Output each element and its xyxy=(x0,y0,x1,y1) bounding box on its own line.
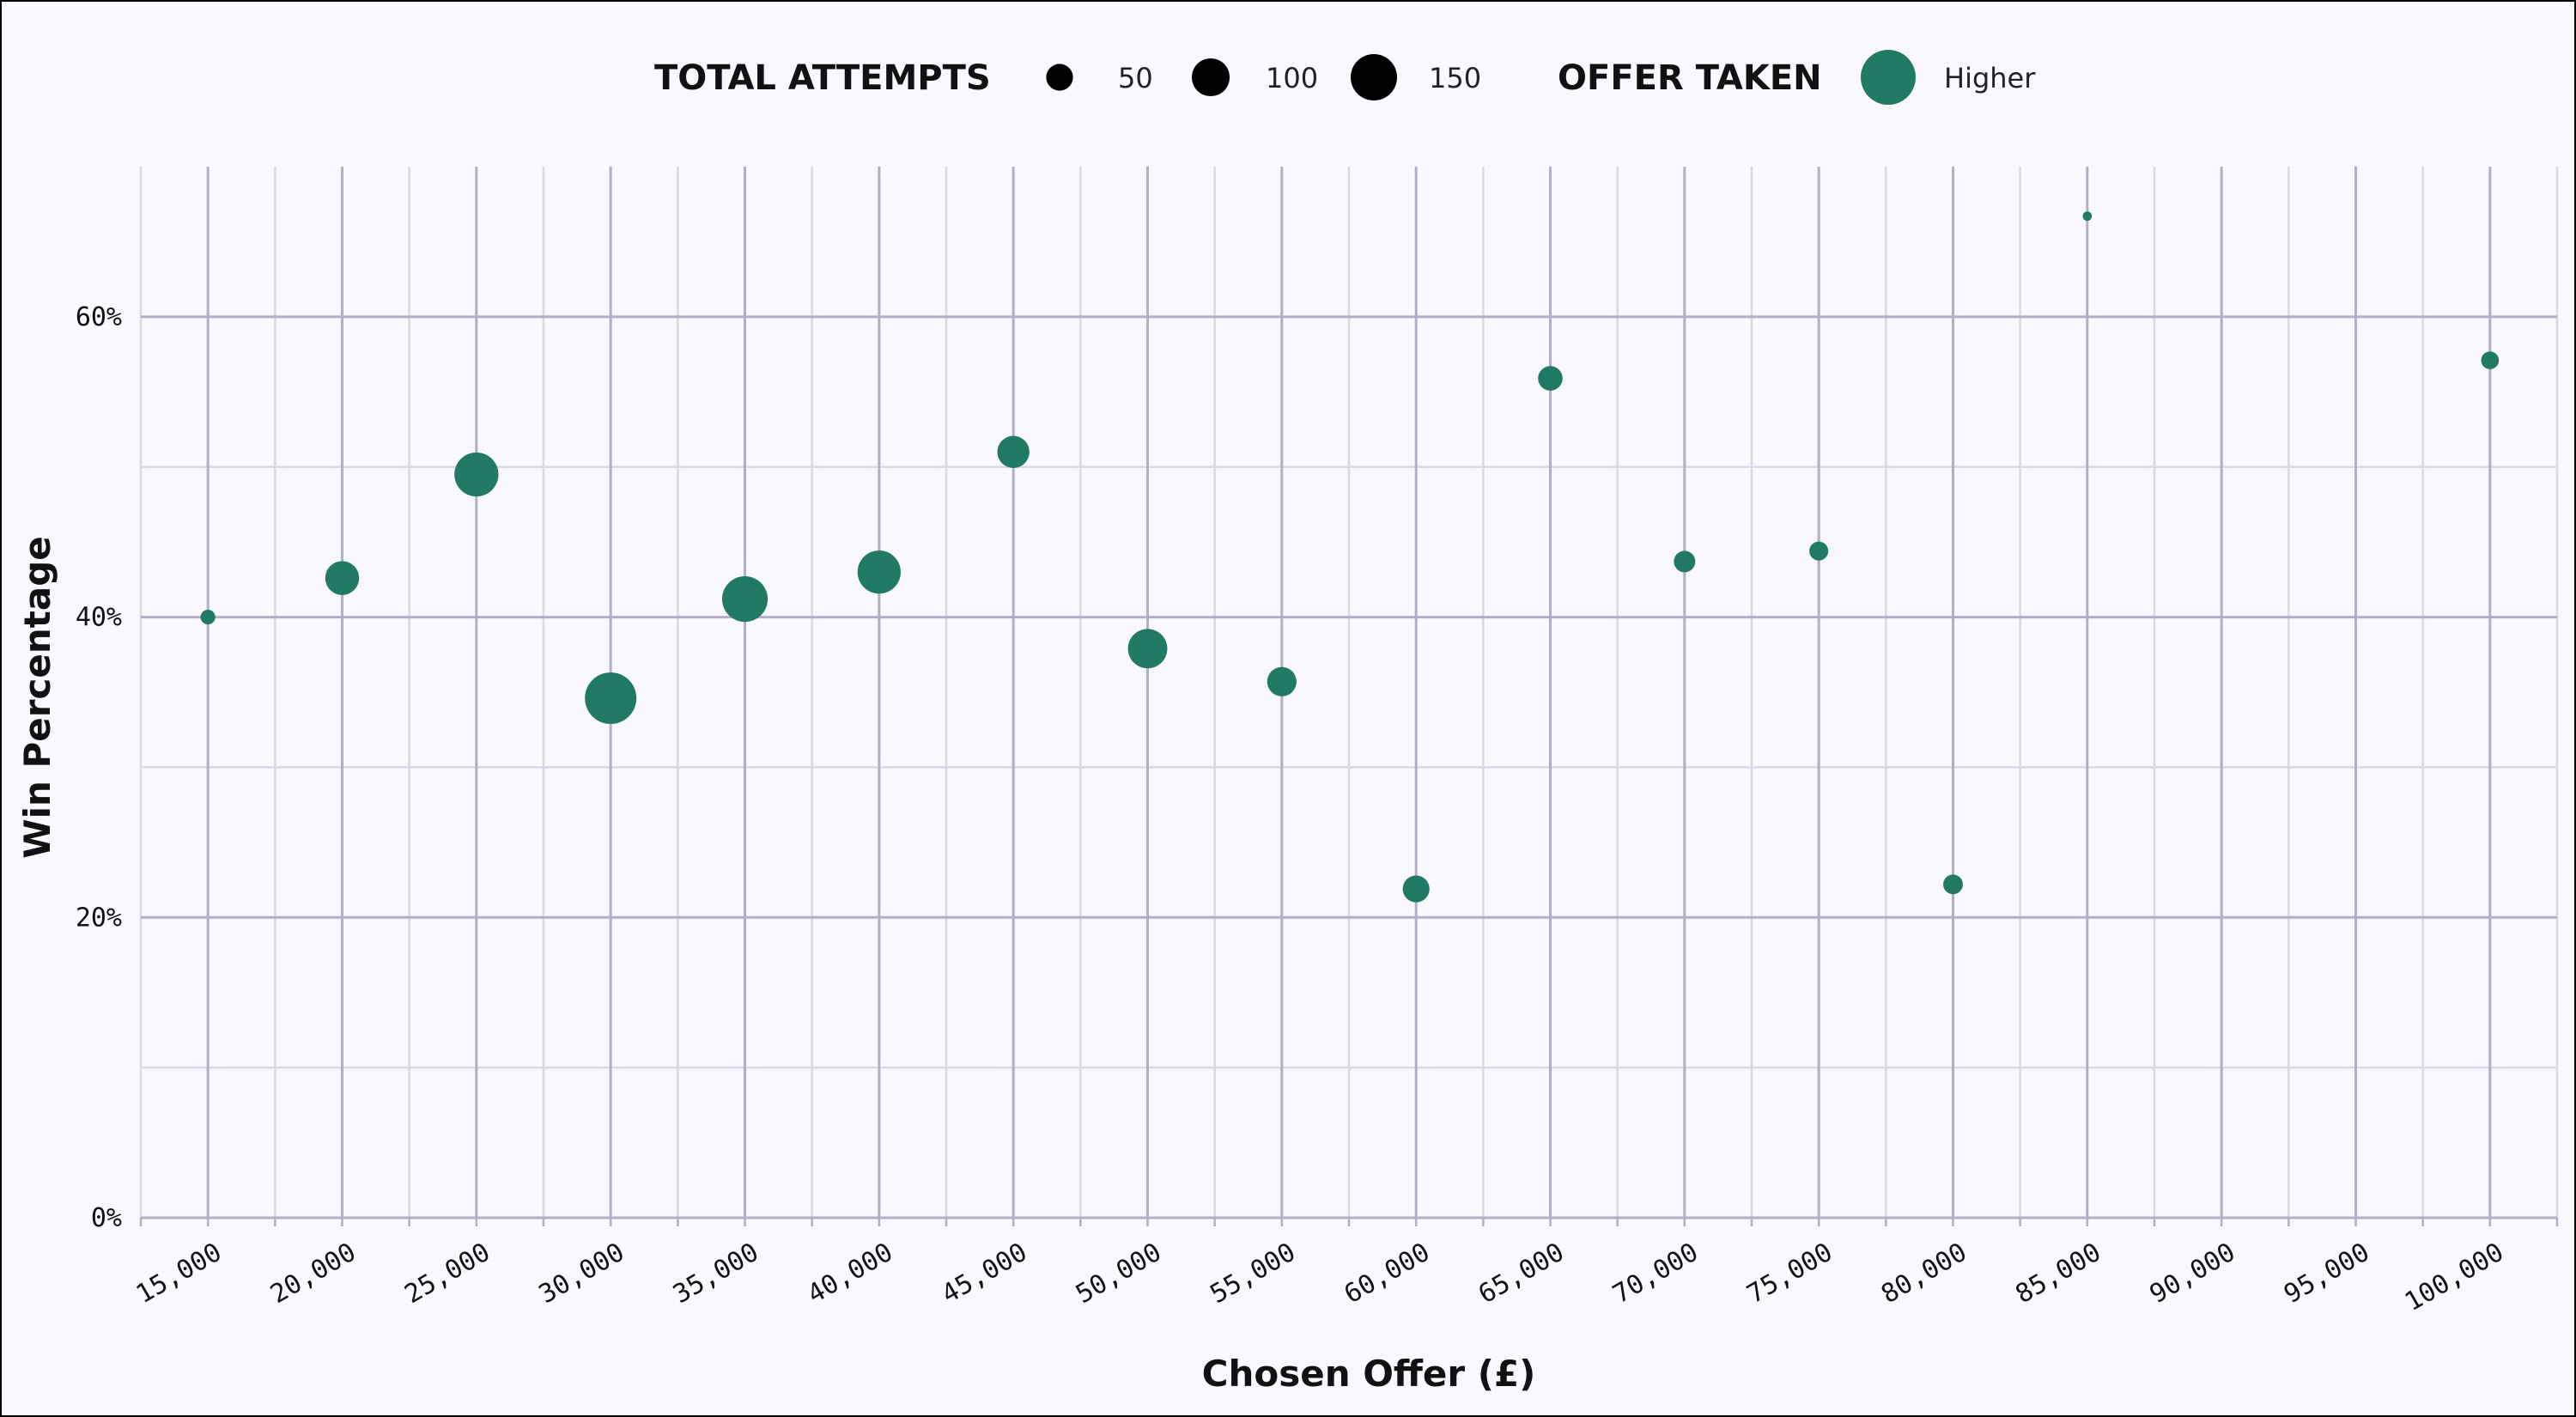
x-tick-label: 80,000 xyxy=(1876,1238,1971,1310)
x-tick-label: 30,000 xyxy=(534,1238,629,1310)
data-point xyxy=(2082,211,2092,221)
data-point xyxy=(1943,874,1963,894)
data-point xyxy=(1674,550,1695,572)
x-tick-label: 15,000 xyxy=(131,1238,227,1310)
x-tick-label: 50,000 xyxy=(1071,1238,1166,1310)
data-point xyxy=(201,610,216,624)
x-axis-title: Chosen Offer (£) xyxy=(1202,1353,1536,1395)
y-tick-label: 60% xyxy=(76,302,122,332)
x-tick-label: 90,000 xyxy=(2145,1238,2240,1310)
data-point xyxy=(1538,366,1563,391)
x-tick-label: 100,000 xyxy=(2400,1238,2509,1318)
legend-size-symbol xyxy=(1046,64,1072,90)
x-tick-label: 85,000 xyxy=(2010,1238,2105,1310)
y-tick-label: 20% xyxy=(76,903,122,933)
grid-lines xyxy=(141,167,2557,1226)
x-tick-label: 35,000 xyxy=(668,1238,763,1310)
legend-size-label: 150 xyxy=(1429,62,1481,94)
x-tick-label: 65,000 xyxy=(1473,1238,1569,1310)
x-tick-label: 40,000 xyxy=(802,1238,897,1310)
data-point xyxy=(1809,542,1828,561)
data-point xyxy=(1128,629,1168,668)
legend-size-symbol xyxy=(1351,54,1397,100)
x-tick-label: 95,000 xyxy=(2279,1238,2374,1310)
legend-size-label: 100 xyxy=(1266,62,1318,94)
x-tick-label: 60,000 xyxy=(1340,1238,1435,1310)
y-axis-ticks: 0% 20% 40% 60% xyxy=(76,302,122,1233)
data-point xyxy=(997,436,1029,468)
data-point xyxy=(858,550,901,593)
legend-color-symbol xyxy=(1861,50,1916,105)
y-axis-title: Win Percentage xyxy=(16,536,58,858)
y-tick-label: 0% xyxy=(91,1203,122,1233)
data-point xyxy=(585,672,636,724)
legend-title-offer-taken: OFFER TAKEN xyxy=(1558,58,1822,98)
data-point xyxy=(2481,351,2499,369)
x-axis-ticks: 15,000 20,000 25,000 30,000 35,000 40,000 45,0… xyxy=(131,1238,2509,1318)
data-point xyxy=(325,561,359,594)
legend: TOTAL ATTEMPTS 50 100 150 OFFER TAKEN Higher xyxy=(654,50,2036,105)
x-tick-label: 45,000 xyxy=(937,1238,1032,1310)
legend-color-label: Higher xyxy=(1944,62,2036,94)
legend-size-label: 50 xyxy=(1118,62,1153,94)
data-point xyxy=(722,576,768,622)
data-point xyxy=(1403,875,1430,902)
x-tick-label: 25,000 xyxy=(399,1238,495,1310)
x-tick-label: 70,000 xyxy=(1607,1238,1703,1310)
x-tick-label: 75,000 xyxy=(1742,1238,1838,1310)
legend-title-total-attempts: TOTAL ATTEMPTS xyxy=(654,58,991,98)
data-point xyxy=(454,453,498,496)
data-point xyxy=(1267,667,1297,696)
x-tick-label: 20,000 xyxy=(265,1238,361,1310)
x-tick-label: 55,000 xyxy=(1205,1238,1300,1310)
y-tick-label: 40% xyxy=(76,603,122,633)
legend-size-symbol xyxy=(1192,58,1230,96)
